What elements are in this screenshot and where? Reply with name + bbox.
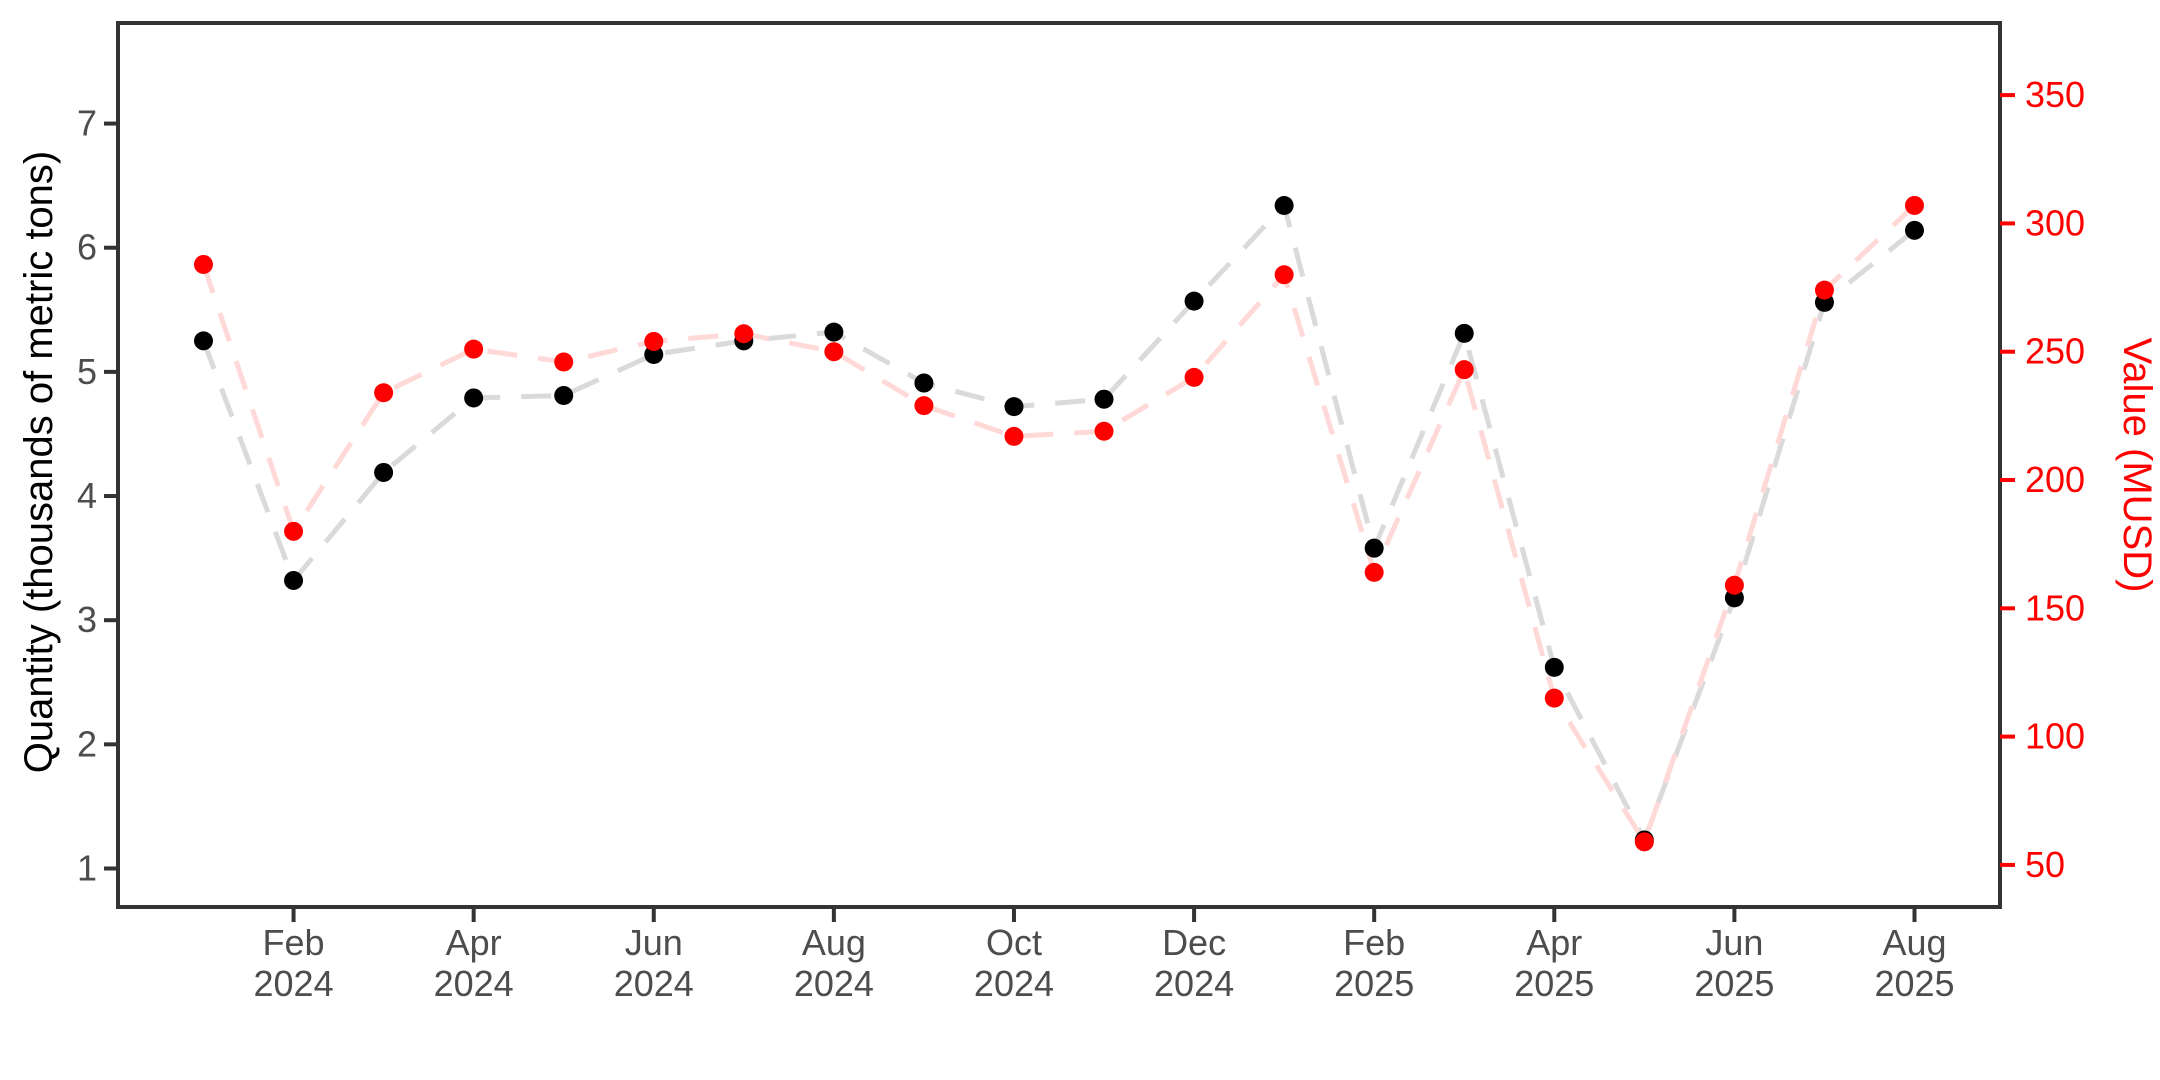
value-point bbox=[1454, 360, 1474, 380]
right-axis-tick-label: 350 bbox=[2025, 74, 2085, 115]
x-axis-tick-label-year: 2024 bbox=[1154, 963, 1234, 1004]
value-point bbox=[1814, 280, 1834, 300]
right-axis-tick-label: 200 bbox=[2025, 459, 2085, 500]
value-point bbox=[914, 396, 934, 416]
right-axis-tick-label: 300 bbox=[2025, 202, 2085, 243]
x-axis-tick-label-month: Aug bbox=[802, 922, 866, 963]
x-axis-tick-label-month: Apr bbox=[1526, 922, 1582, 963]
quantity-point bbox=[1364, 538, 1384, 558]
quantity-point bbox=[1905, 220, 1924, 240]
quantity-line bbox=[201, 200, 1917, 847]
x-axis-tick-label-year: 2024 bbox=[614, 963, 694, 1004]
value-point bbox=[284, 521, 304, 541]
quantity-point bbox=[194, 331, 213, 351]
x-axis-tick-label-month: Oct bbox=[986, 922, 1042, 963]
x-axis-tick-label-month: Jun bbox=[625, 922, 683, 963]
x-axis-tick-label-year: 2024 bbox=[974, 963, 1054, 1004]
value-point bbox=[1004, 426, 1024, 446]
value-point bbox=[1094, 421, 1114, 441]
value-point bbox=[554, 352, 574, 372]
x-axis-tick-label-year: 2024 bbox=[794, 963, 874, 1004]
quantity-point bbox=[1184, 291, 1204, 311]
value-point bbox=[374, 383, 394, 403]
x-axis-tick-label-month: Aug bbox=[1882, 922, 1946, 963]
value-point bbox=[1905, 195, 1924, 215]
value-point bbox=[644, 331, 664, 351]
left-axis-tick-label: 5 bbox=[77, 351, 97, 392]
x-axis-tick-label-month: Feb bbox=[263, 922, 325, 963]
quantity-point bbox=[914, 373, 934, 393]
left-axis-tick-label: 7 bbox=[77, 103, 97, 144]
right-axis-tick-label: 250 bbox=[2025, 331, 2085, 372]
quantity-point bbox=[1544, 657, 1564, 677]
x-axis-tick-label-year: 2025 bbox=[1334, 963, 1414, 1004]
quantity-point bbox=[464, 388, 484, 408]
x-axis-tick-label-year: 2025 bbox=[1874, 963, 1954, 1004]
x-axis-tick-label-month: Apr bbox=[446, 922, 502, 963]
quantity-point bbox=[374, 462, 394, 482]
quantity-point bbox=[1454, 323, 1474, 343]
x-axis-tick-label-year: 2024 bbox=[434, 963, 514, 1004]
x-axis-tick-label-year: 2025 bbox=[1694, 963, 1774, 1004]
quantity-point bbox=[1094, 389, 1114, 409]
right-axis-title: Value (MUSD) bbox=[2115, 338, 2159, 593]
left-axis-tick-label: 3 bbox=[77, 599, 97, 640]
right-axis-tick-label: 50 bbox=[2025, 844, 2065, 885]
right-axis-tick-label: 150 bbox=[2025, 587, 2085, 628]
value-point bbox=[824, 342, 844, 362]
left-axis-tick-label: 1 bbox=[77, 848, 97, 889]
quantity-point bbox=[1274, 196, 1294, 216]
left-axis-tick-label: 2 bbox=[77, 723, 97, 764]
quantity-point bbox=[554, 385, 574, 405]
value-point bbox=[1724, 575, 1744, 595]
quantity-point bbox=[1004, 397, 1024, 417]
x-axis-tick-label-month: Jun bbox=[1705, 922, 1763, 963]
value-point bbox=[464, 339, 484, 359]
left-axis-tick-label: 6 bbox=[77, 227, 97, 268]
x-axis-tick-label-month: Dec bbox=[1162, 922, 1226, 963]
x-axis-tick-label-year: 2025 bbox=[1514, 963, 1594, 1004]
x-axis-tick-label-year: 2024 bbox=[254, 963, 334, 1004]
value-point bbox=[194, 254, 213, 274]
value-point bbox=[1184, 367, 1204, 387]
value-line bbox=[201, 203, 1917, 848]
quantity-point bbox=[824, 322, 844, 342]
value-point bbox=[1544, 688, 1564, 708]
value-point bbox=[734, 324, 754, 344]
right-axis-tick-label: 100 bbox=[2025, 716, 2085, 757]
value-point bbox=[1364, 562, 1384, 582]
value-point bbox=[1634, 832, 1654, 852]
quantity-point bbox=[284, 570, 304, 590]
x-axis-tick-label-month: Feb bbox=[1343, 922, 1405, 963]
quantity-point bbox=[644, 345, 664, 364]
value-point bbox=[1274, 265, 1294, 285]
left-axis-title: Quantity (thousands of metric tons) bbox=[17, 151, 61, 774]
panel-border bbox=[116, 21, 2002, 909]
left-axis-tick-label: 4 bbox=[77, 475, 97, 516]
